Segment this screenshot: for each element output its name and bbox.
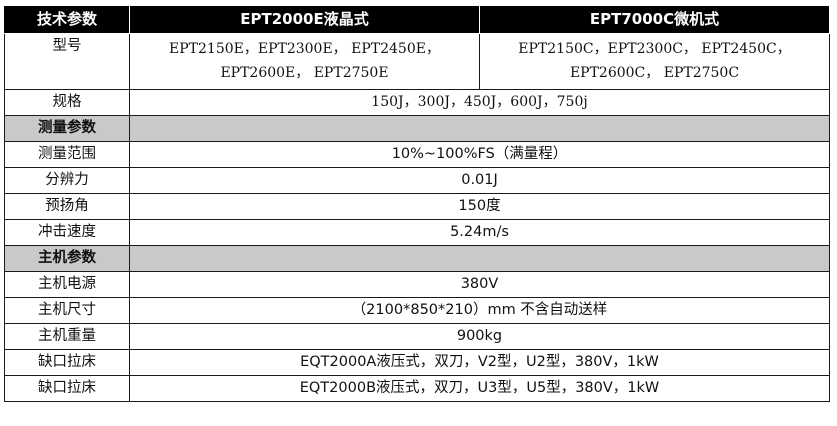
row-label: 冲击速度 [4,219,130,246]
row-value: 150度 [129,193,830,220]
table-header-row: 技术参数 EPT2000E液晶式 EPT7000C微机式 [4,5,830,34]
row-label: 分辨力 [4,167,130,194]
row-label-spec: 规格 [4,89,130,116]
models-ept2000e-line1: EPT2150E，EPT2300E， EPT2450E， [169,41,440,57]
section-fill-measure [129,115,830,142]
row-value: 10%~100%FS（满量程） [129,141,830,168]
row-label: 测量范围 [4,141,130,168]
section-row-measure: 测量参数 [4,115,830,142]
table-row: 冲击速度 5.24m/s [4,219,830,246]
header-ept2000e: EPT2000E液晶式 [129,5,480,34]
section-row-host: 主机参数 [4,245,830,272]
models-ept7000c-line1: EPT2150C，EPT2300C， EPT2450C， [518,41,791,57]
row-value: （2100*850*210）mm 不含自动送样 [129,297,830,324]
section-label-measure: 测量参数 [4,115,130,142]
table-row: 主机尺寸 （2100*850*210）mm 不含自动送样 [4,297,830,324]
table-row-spec: 规格 150J，300J，450J，600J，750j [4,89,830,116]
header-technical-params: 技术参数 [4,5,130,34]
spec-table: 技术参数 EPT2000E液晶式 EPT7000C微机式 型号 EPT2150E… [4,5,830,402]
models-ept7000c: EPT2150C，EPT2300C， EPT2450C， EPT2600C， E… [479,33,830,90]
table-row: 测量范围 10%~100%FS（满量程） [4,141,830,168]
table-row-model: 型号 EPT2150E，EPT2300E， EPT2450E， EPT2600E… [4,33,830,90]
table-row: 缺口拉床 EQT2000A液压式，双刀，V2型，U2型，380V，1kW [4,349,830,376]
row-value-spec: 150J，300J，450J，600J，750j [129,89,830,116]
row-value: 380V [129,271,830,298]
row-value: 0.01J [129,167,830,194]
models-ept2000e: EPT2150E，EPT2300E， EPT2450E， EPT2600E， E… [129,33,480,90]
row-value: 5.24m/s [129,219,830,246]
table-row: 主机重量 900kg [4,323,830,350]
section-fill-host [129,245,830,272]
table-row: 主机电源 380V [4,271,830,298]
row-label: 主机电源 [4,271,130,298]
models-ept7000c-line2: EPT2600C， EPT2750C [569,65,740,81]
row-label: 缺口拉床 [4,375,130,402]
table-row: 预扬角 150度 [4,193,830,220]
row-label: 主机重量 [4,323,130,350]
row-label: 缺口拉床 [4,349,130,376]
table-row: 缺口拉床 EQT2000B液压式，双刀，U3型，U5型，380V，1kW [4,375,830,402]
section-label-host: 主机参数 [4,245,130,272]
row-value: EQT2000A液压式，双刀，V2型，U2型，380V，1kW [129,349,830,376]
row-value: 900kg [129,323,830,350]
row-label: 主机尺寸 [4,297,130,324]
models-ept2000e-line2: EPT2600E， EPT2750E [220,65,389,81]
row-value: EQT2000B液压式，双刀，U3型，U5型，380V，1kW [129,375,830,402]
table-row: 分辨力 0.01J [4,167,830,194]
header-ept7000c: EPT7000C微机式 [479,5,830,34]
row-label-model: 型号 [4,33,130,90]
row-label: 预扬角 [4,193,130,220]
